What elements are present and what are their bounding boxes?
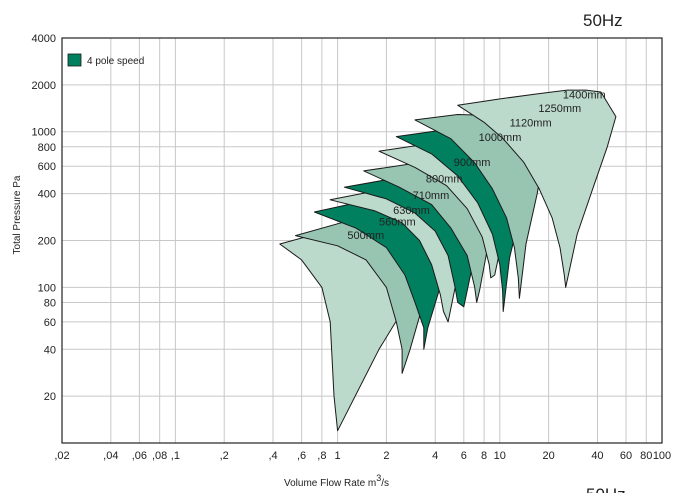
curve-label-710mm: 710mm [413,190,450,202]
x-axis-title-main: Volume Flow Rate m [284,478,376,489]
x-tick-label: 80 [640,450,652,462]
y-tick-label: 800 [38,142,56,154]
x-tick-label: 100 [653,450,671,462]
x-tick-label: 10 [494,450,506,462]
frequency-title: 50Hz [583,11,623,30]
y-tick-label: 60 [44,317,56,329]
y-tick-label: 2000 [32,80,56,92]
y-tick-label: 4000 [32,33,56,45]
curve-label-900mm: 900mm [454,157,491,169]
x-tick-label: ,8 [317,450,326,462]
y-tick-label: 80 [44,297,56,309]
x-tick-labels: ,02 ,04 ,06 ,08 ,1 ,2 ,4 ,6 ,8 1 2 4 6 8 10 20 40 60 80 100 [54,450,671,462]
y-tick-labels: 20 40 60 80 100 200 400 600 800 1000 2000 4000 [32,33,56,403]
y-tick-label: 20 [44,391,56,403]
x-tick-label: ,02 [54,450,69,462]
x-tick-label: 6 [461,450,467,462]
x-axis-title-tail: /s [381,478,389,489]
plot-frame [61,37,663,444]
curve-label-1250mm: 1250mm [538,103,581,115]
fan-curve-1400mm [457,89,617,288]
x-axis-title: Volume Flow Rate m3/s [284,473,389,489]
x-tick-label: 20 [542,450,554,462]
x-tick-label: 60 [620,450,632,462]
legend: 4 pole speed [67,53,144,67]
curve-label-500mm: 500mm [347,230,384,242]
x-tick-label: ,6 [297,450,306,462]
curve-label-1400mm: 1400mm [563,89,606,101]
x-tick-label: 1 [335,450,341,462]
curve-label-630mm: 630mm [393,205,430,217]
x-tick-label: ,08 [152,450,167,462]
curve-label-560mm: 560mm [379,216,416,228]
x-tick-label: 2 [383,450,389,462]
x-tick-label: ,1 [171,450,180,462]
y-tick-label: 1000 [32,127,56,139]
y-tick-label: 100 [38,282,56,294]
y-tick-label: 400 [38,189,56,201]
x-tick-label: ,06 [132,450,147,462]
x-tick-label: 40 [591,450,603,462]
curve-label-1120mm: 1120mm [510,118,552,130]
curve-label-800mm: 800mm [426,174,463,186]
x-tick-label: 4 [432,450,438,462]
y-tick-label: 40 [44,344,56,356]
x-tick-label: ,2 [220,450,229,462]
x-tick-label: 8 [481,450,487,462]
x-tick-label: ,4 [268,450,277,462]
x-axis-title-sup: 3 [376,473,381,483]
legend-label: 4 pole speed [87,56,144,67]
plot-border [61,37,663,444]
legend-swatch [67,53,82,67]
x-tick-label: ,04 [103,450,118,462]
curve-label-1000mm: 1000mm [479,132,522,144]
fan-curve-shapes [279,89,617,432]
y-tick-label: 200 [38,236,56,248]
y-tick-label: 600 [38,161,56,173]
y-axis-title: Total Pressure Pa [12,175,23,254]
frequency-footer: 50Hz [586,485,626,493]
